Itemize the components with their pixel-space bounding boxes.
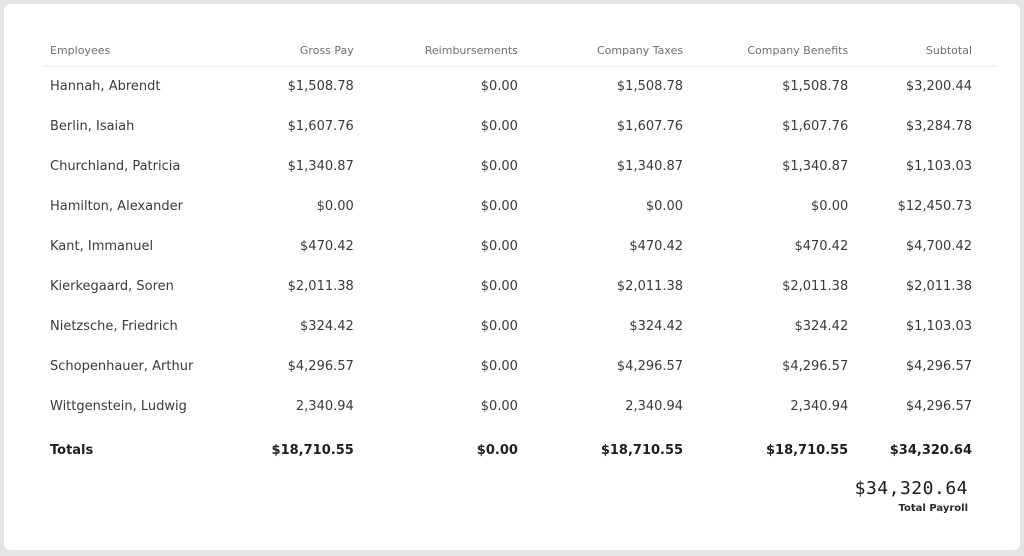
employee-name: Kierkegaard, Soren [50,279,174,294]
payroll-table: Employees Gross Pay Reimbursements Compa… [44,34,996,475]
table-row: Berlin, Isaiah $1,607.76 $0.00 $1,607.76… [44,107,996,147]
total-payroll-amount: $34,320.64 [854,478,968,499]
totals-label: Totals [50,443,94,458]
employee-name: Berlin, Isaiah [50,119,135,134]
column-header-subtotal: Subtotal [848,34,996,67]
company-taxes-cell: $324.42 [629,319,684,334]
company-taxes-cell: $4,296.57 [616,359,684,374]
total-reimbursements: $0.00 [476,443,518,458]
payroll-summary-card: Employees Gross Pay Reimbursements Compa… [4,4,1020,550]
column-header-company-benefits: Company Benefits [683,34,849,67]
table-row: Churchland, Patricia $1,340.87 $0.00 $1,… [44,147,996,187]
company-taxes-cell: 2,340.94 [625,399,684,414]
gross-pay-cell: $324.42 [300,319,354,334]
column-header-reimbursements: Reimbursements [353,34,518,67]
company-taxes-cell: $2,011.38 [616,279,684,294]
table-row: Hannah, Abrendt $1,508.78 $0.00 $1,508.7… [44,67,996,107]
reimbursements-cell: $0.00 [480,239,518,254]
reimbursements-cell: $0.00 [480,399,518,414]
subtotal-cell: $4,700.42 [905,239,972,254]
company-benefits-cell: 2,340.94 [790,399,849,414]
company-benefits-cell: $2,011.38 [782,279,849,294]
total-company-taxes: $18,710.55 [600,443,684,458]
gross-pay-cell: $2,011.38 [287,279,354,294]
subtotal-cell: $3,200.44 [905,79,972,95]
company-benefits-cell: $470.42 [794,239,849,254]
company-benefits-cell: $0.00 [811,199,849,214]
reimbursements-cell: $0.00 [480,279,518,294]
subtotal-cell: $4,296.57 [905,399,972,414]
gross-pay-cell: $4,296.57 [287,359,354,374]
table-row: Kierkegaard, Soren $2,011.38 $0.00 $2,01… [44,267,996,307]
column-header-gross-pay: Gross Pay [249,34,354,67]
company-taxes-cell: $1,340.87 [616,159,684,174]
total-company-benefits: $18,710.55 [765,443,849,458]
gross-pay-cell: $0.00 [316,199,354,214]
employee-name: Churchland, Patricia [50,159,181,174]
column-header-employees: Employees [44,34,250,67]
total-subtotal: $34,320.64 [889,443,972,458]
gross-pay-cell: $470.42 [300,239,354,254]
reimbursements-cell: $0.00 [480,79,518,95]
reimbursements-cell: $0.00 [480,159,518,174]
employee-name: Hannah, Abrendt [50,79,161,95]
totals-row: Totals $18,710.55 $0.00 $18,710.55 $18,7… [44,427,996,475]
employee-name: Wittgenstein, Ludwig [50,399,187,414]
subtotal-cell: $12,450.73 [897,199,972,214]
table-header-row: Employees Gross Pay Reimbursements Compa… [44,34,996,67]
company-taxes-cell: $0.00 [645,199,684,214]
subtotal-cell: $1,103.03 [905,159,972,174]
gross-pay-cell: 2,340.94 [295,399,354,414]
reimbursements-cell: $0.00 [480,359,518,374]
company-taxes-cell: $1,508.78 [616,79,684,95]
company-benefits-cell: $1,508.78 [782,79,849,95]
table-row: Hamilton, Alexander $0.00 $0.00 $0.00 $0… [44,187,996,227]
employee-name: Schopenhauer, Arthur [50,359,194,374]
employee-name: Kant, Immanuel [50,239,154,254]
gross-pay-cell: $1,607.76 [287,119,354,134]
table-row: Kant, Immanuel $470.42 $0.00 $470.42 $47… [44,227,996,267]
company-benefits-cell: $1,340.87 [782,159,849,174]
total-payroll-label: Total Payroll [898,503,968,514]
table-row: Schopenhauer, Arthur $4,296.57 $0.00 $4,… [44,347,996,387]
company-benefits-cell: $1,607.76 [782,119,849,134]
gross-pay-cell: $1,508.78 [287,79,354,95]
company-benefits-cell: $324.42 [794,319,849,334]
table-row: Wittgenstein, Ludwig 2,340.94 $0.00 2,34… [44,387,996,427]
subtotal-cell: $1,103.03 [905,319,972,334]
column-header-company-taxes: Company Taxes [517,34,684,67]
subtotal-cell: $3,284.78 [905,119,972,134]
reimbursements-cell: $0.00 [480,119,518,134]
company-benefits-cell: $4,296.57 [782,359,849,374]
reimbursements-cell: $0.00 [480,199,518,214]
table-row: Nietzsche, Friedrich $324.42 $0.00 $324.… [44,307,996,347]
total-gross-pay: $18,710.55 [271,443,354,458]
employee-name: Nietzsche, Friedrich [50,319,178,334]
subtotal-cell: $4,296.57 [905,359,972,374]
reimbursements-cell: $0.00 [480,319,518,334]
company-taxes-cell: $1,607.76 [616,119,684,134]
total-payroll-summary: $34,320.64 Total Payroll [855,478,968,514]
gross-pay-cell: $1,340.87 [287,159,354,174]
subtotal-cell: $2,011.38 [905,279,972,294]
employee-name: Hamilton, Alexander [50,199,183,214]
company-taxes-cell: $470.42 [629,239,684,254]
